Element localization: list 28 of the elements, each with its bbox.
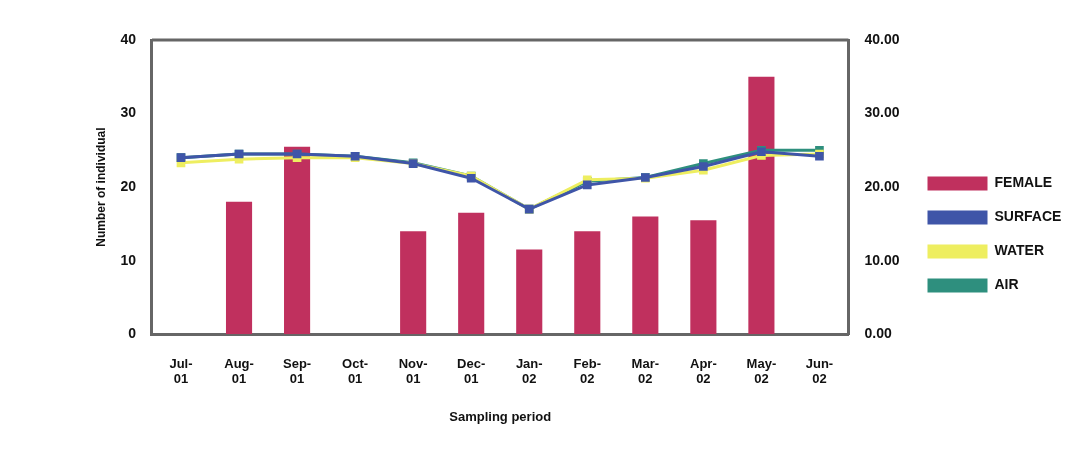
y-tick-label: 40 (120, 30, 137, 47)
x-tick-label: Jun-02 (805, 355, 834, 387)
x-tick-label: Aug-01 (224, 355, 254, 387)
x-tick-label: Feb-02 (573, 355, 602, 387)
y-tick-label: 20 (120, 177, 137, 194)
y-tick-label: 10 (120, 251, 137, 268)
x-tick-label: May-02 (746, 355, 777, 387)
y-axis-title: Number of individual (93, 127, 108, 247)
x-tick-label: Dec-01 (457, 355, 486, 387)
y-tick-label: 30 (120, 104, 137, 121)
x-tick-label: Sep-01 (282, 355, 312, 387)
x-tick-label: Jul-01 (169, 355, 193, 387)
y2-tick-label: 30.00 (864, 104, 900, 121)
y-tick-label: 0 (128, 325, 137, 342)
y2-tick-label: 0.00 (864, 325, 892, 342)
x-tick-label: Nov-01 (398, 355, 428, 387)
y2-tick-label: 10.00 (864, 251, 900, 268)
x-tick-label: Apr-02 (690, 355, 717, 387)
legend-label: FEMALE (994, 174, 1053, 191)
x-axis-title: Sampling period (449, 408, 552, 424)
x-tick-label: Jan-02 (515, 355, 543, 387)
x-tick-label: Mar-02 (631, 355, 660, 387)
legend-label: WATER (994, 242, 1045, 259)
y2-tick-label: 40.00 (864, 30, 900, 47)
y2-tick-label: 20.00 (864, 177, 900, 194)
legend-label: SURFACE (994, 208, 1062, 225)
legend-label: AIR (994, 276, 1019, 293)
x-tick-label: Oct-01 (342, 355, 369, 387)
